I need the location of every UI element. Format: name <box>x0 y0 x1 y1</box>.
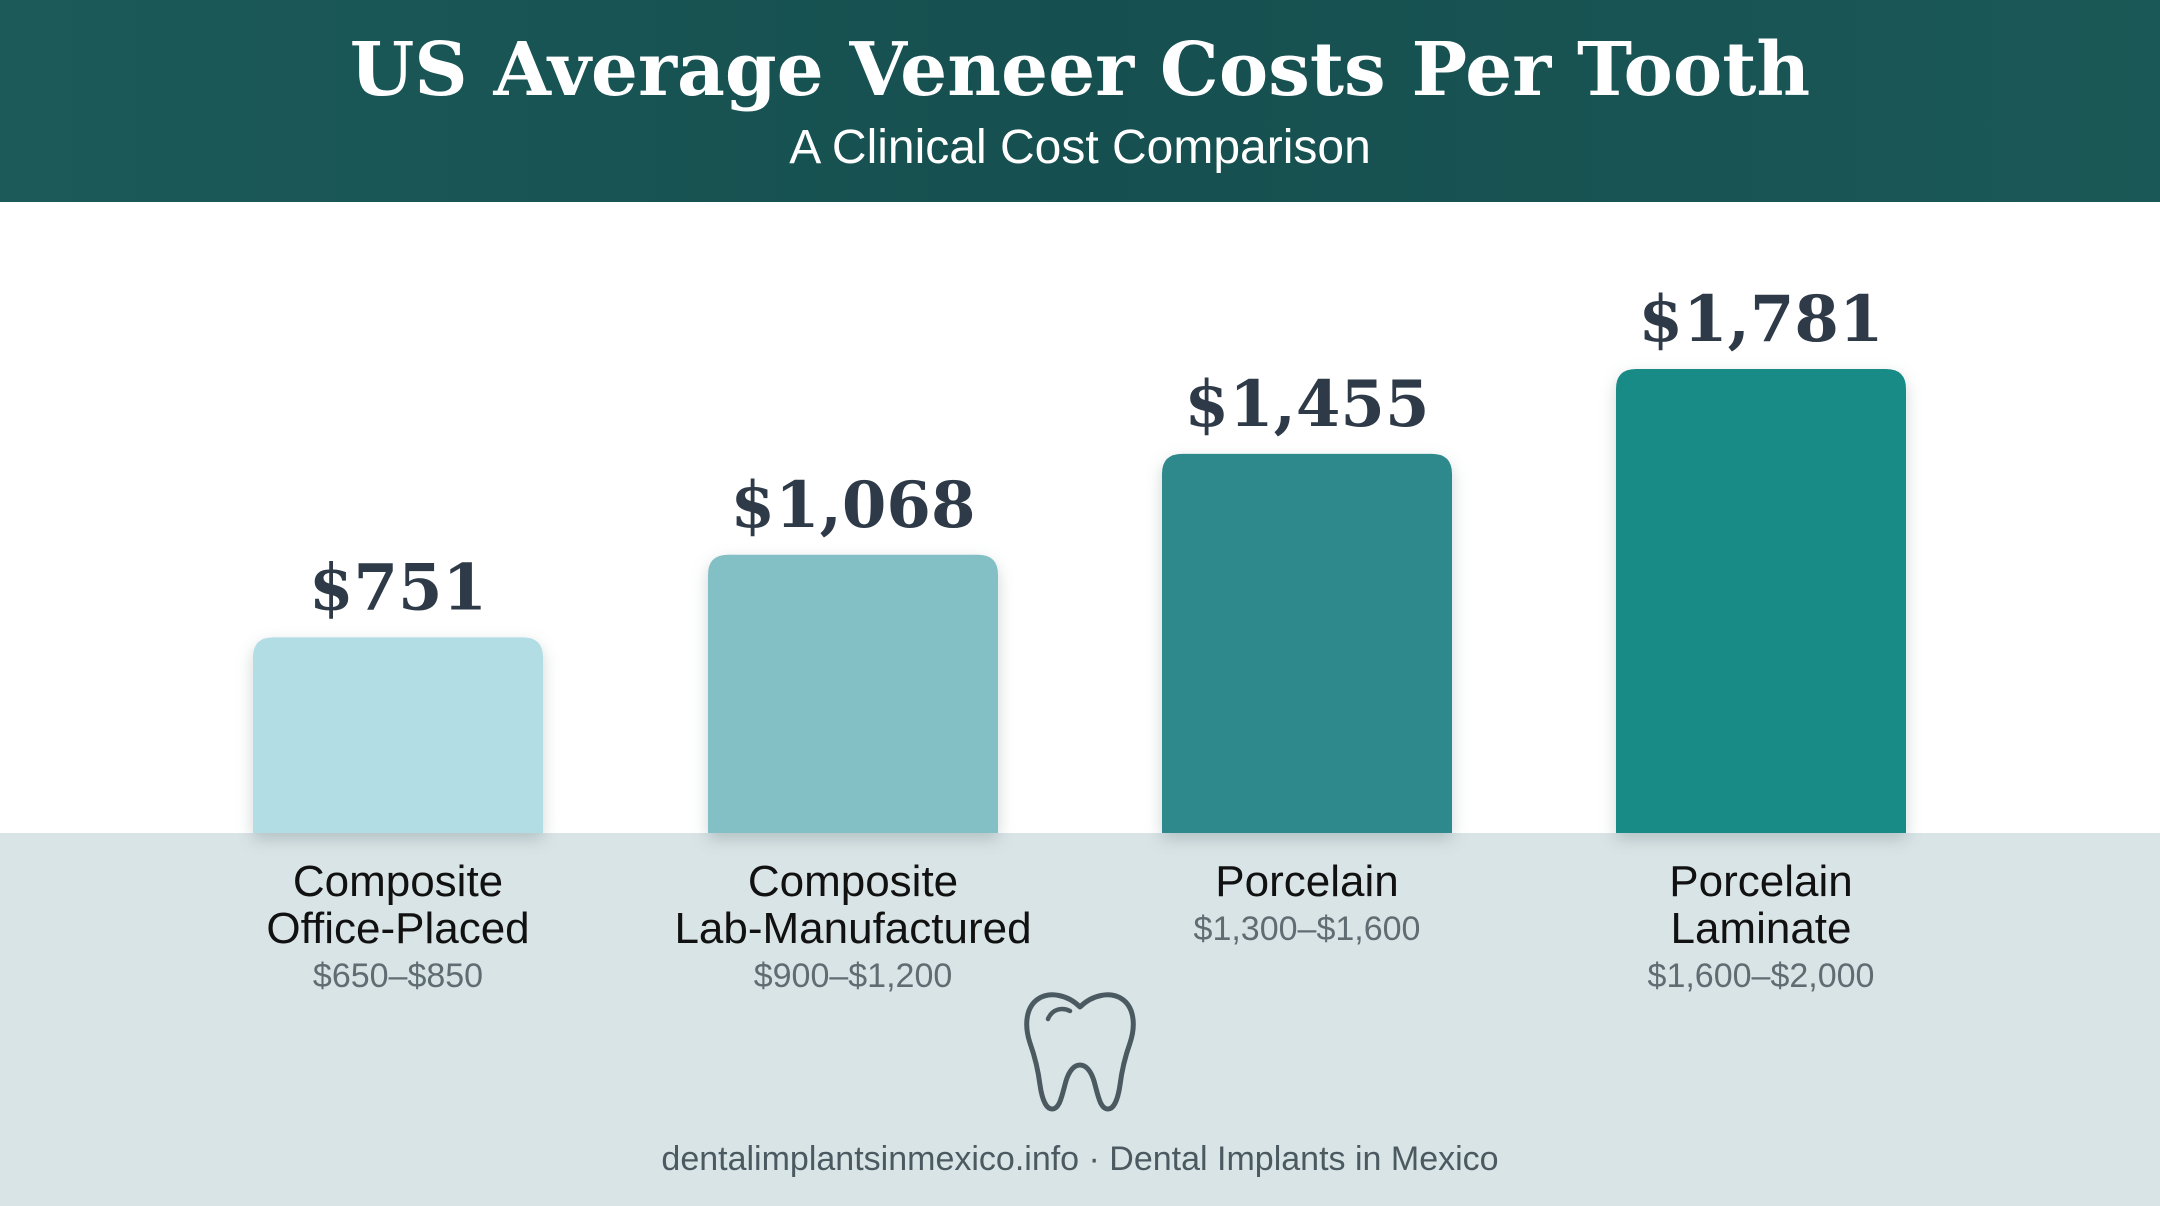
range-label-4: $1,600–$2,000 <box>1648 957 1875 995</box>
bar-3 <box>1162 453 1452 833</box>
category-label-4-line-2: Laminate <box>1670 904 1851 953</box>
category-label-2-line-1: Composite <box>748 857 958 906</box>
label-band <box>0 833 2160 1206</box>
tooth-icon <box>1024 992 1136 1112</box>
range-label-3: $1,300–$1,600 <box>1194 910 1421 948</box>
range-label-2: $900–$1,200 <box>754 957 953 995</box>
bar-4 <box>1616 369 1906 833</box>
header-band: US Average Veneer Costs Per Tooth A Clin… <box>0 0 2160 202</box>
bar-2 <box>708 554 998 833</box>
category-label-4-line-1: Porcelain <box>1669 857 1852 906</box>
page-title: US Average Veneer Costs Per Tooth <box>349 27 1811 113</box>
footer-source: dentalimplantsinmexico.info · Dental Imp… <box>661 1140 1499 1178</box>
category-label-1-line-2: Office-Placed <box>266 904 529 953</box>
bar-1 <box>253 637 543 833</box>
value-label-3: $1,455 <box>1185 367 1430 442</box>
range-label-1: $650–$850 <box>313 957 483 995</box>
page-subtitle: A Clinical Cost Comparison <box>789 121 1371 174</box>
value-label-1: $751 <box>309 550 487 625</box>
category-label-2-line-2: Lab-Manufactured <box>674 904 1031 953</box>
category-label-3-line-1: Porcelain <box>1215 857 1398 906</box>
value-label-4: $1,781 <box>1639 282 1884 357</box>
value-label-2: $1,068 <box>731 468 976 543</box>
category-label-1-line-1: Composite <box>293 857 503 906</box>
